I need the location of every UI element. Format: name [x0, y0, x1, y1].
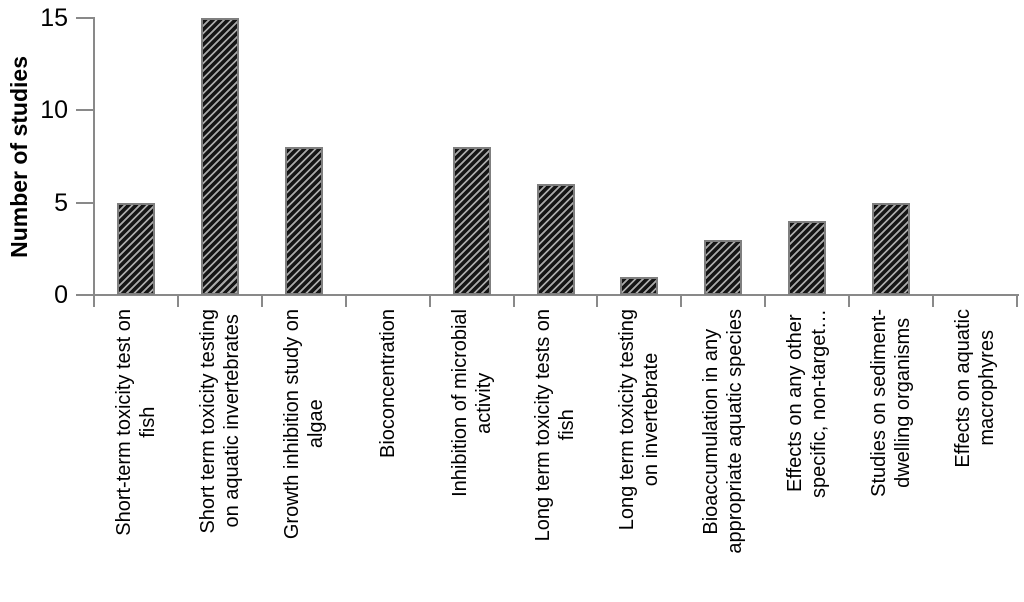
y-axis-title: Number of studies — [0, 6, 38, 308]
x-axis-label: Short term toxicity testing on aquatic i… — [196, 309, 243, 534]
bar — [452, 147, 491, 295]
x-tick — [512, 296, 515, 307]
x-axis-label: Effects on any other specific, non-targe… — [784, 309, 831, 498]
x-axis-label: Effects on aquatic macrophyres — [952, 309, 999, 468]
x-label-cell: Long term toxicity testing on invertebra… — [597, 309, 681, 601]
y-tick-label: 15 — [40, 4, 68, 32]
x-axis-label: Bioconcentration — [376, 309, 399, 458]
x-label-cell: Short term toxicity testing on aquatic i… — [178, 309, 262, 601]
y-tick-label: 5 — [54, 188, 68, 217]
x-axis-label: Short-term toxicity test on fish — [112, 309, 159, 536]
bar — [704, 239, 743, 295]
y-tick-label: 0 — [54, 281, 68, 309]
x-tick — [260, 296, 263, 307]
bar — [788, 221, 827, 295]
x-tick — [176, 296, 179, 307]
x-label-cell: Studies on sediment- dwelling organisms — [849, 309, 933, 601]
x-axis-label: Studies on sediment- dwelling organisms — [868, 309, 915, 497]
x-label-cell: Effects on aquatic macrophyres — [933, 309, 1017, 601]
x-label-cell: Growth inhibition study on algae — [262, 309, 346, 601]
x-label-cell: Bioaccumulation in any appropriate aquat… — [681, 309, 765, 601]
x-tick — [596, 296, 599, 307]
bar — [536, 184, 575, 295]
x-axis-label: Growth inhibition study on algae — [280, 309, 327, 540]
x-tick — [848, 296, 851, 307]
x-tick — [93, 296, 95, 307]
x-tick — [932, 296, 935, 307]
x-tick — [1016, 296, 1018, 307]
y-tick — [76, 201, 94, 204]
x-label-cell: Bioconcentration — [346, 309, 430, 601]
bar — [284, 147, 323, 295]
x-axis-line — [93, 294, 1019, 296]
x-label-cell: Effects on any other specific, non-targe… — [765, 309, 849, 601]
y-tick — [76, 17, 94, 19]
x-tick — [344, 296, 347, 307]
y-tick — [76, 294, 94, 296]
x-tick — [680, 296, 683, 307]
y-tick — [76, 109, 94, 112]
x-axis-label: Long term toxicity testing on invertebra… — [616, 309, 663, 531]
x-tick — [428, 296, 431, 307]
y-tick-label: 10 — [40, 96, 68, 125]
bar — [116, 202, 155, 295]
y-axis-title-text: Number of studies — [5, 56, 32, 258]
bar — [872, 202, 911, 295]
x-axis-label: Long term toxicity tests on fish — [532, 309, 579, 542]
x-label-cell: Inhibition of microbial activity — [430, 309, 514, 601]
x-axis-label: Bioaccumulation in any appropriate aquat… — [700, 309, 747, 554]
x-label-cell: Short-term toxicity test on fish — [94, 309, 178, 601]
x-axis-label: Inhibition of microbial activity — [448, 309, 495, 497]
y-axis-line — [93, 17, 95, 297]
bar — [620, 276, 659, 295]
x-tick — [764, 296, 767, 307]
bar — [200, 18, 239, 295]
x-label-cell: Long term toxicity tests on fish — [514, 309, 598, 601]
